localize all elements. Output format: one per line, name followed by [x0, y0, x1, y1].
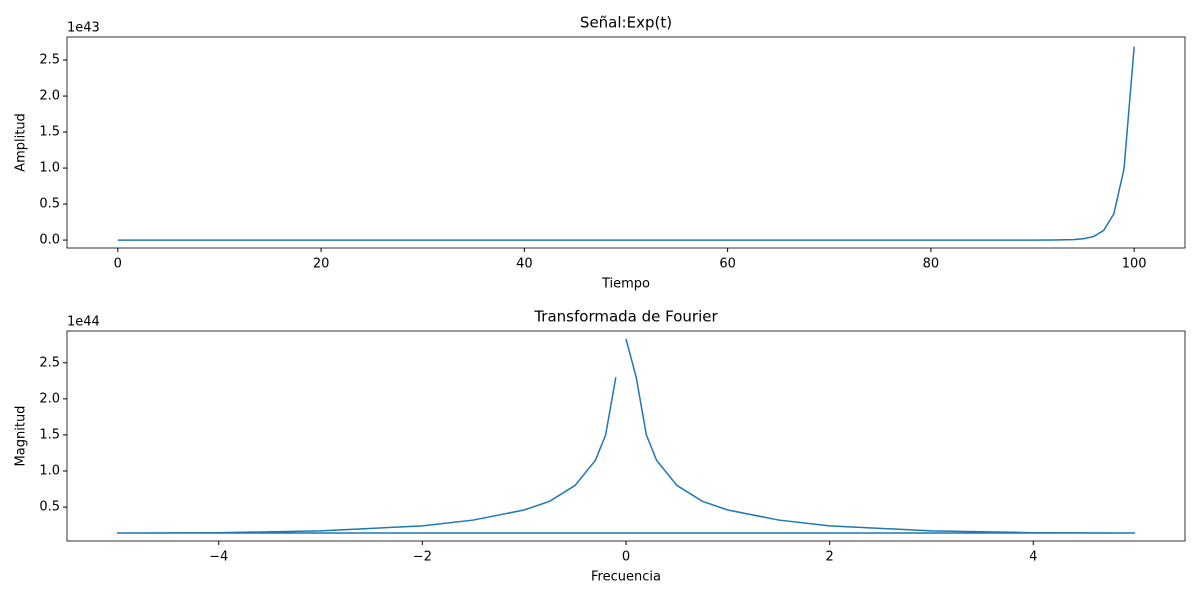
y-tick-label: 0.0 [39, 233, 60, 248]
y-tick-label: 2.0 [39, 391, 60, 406]
y-tick-label: 1.5 [39, 427, 60, 442]
y-axis-label: Magnitud [14, 406, 29, 467]
x-tick-label: 20 [313, 257, 330, 272]
axes-frame [66, 330, 1186, 542]
x-tick-label: 0 [114, 257, 122, 272]
chart-title: Señal:Exp(t) [580, 14, 672, 32]
y-offset-label: 1e43 [67, 21, 100, 36]
data-line [117, 46, 1135, 241]
x-tick-label: −4 [209, 550, 228, 565]
y-tick-label: 1.0 [39, 161, 60, 176]
y-tick-label: 0.5 [39, 197, 60, 212]
x-tick-label: 40 [516, 257, 533, 272]
x-tick-label: 100 [1122, 257, 1147, 272]
y-axis-label: Amplitud [14, 113, 29, 172]
y-tick-label: 0.5 [39, 500, 60, 515]
x-axis-label: Frecuencia [591, 570, 661, 585]
y-tick-label: 2.0 [39, 89, 60, 104]
chart-title: Transformada de Fourier [533, 308, 718, 326]
axes-frame [66, 36, 1186, 249]
y-tick-label: 2.5 [39, 355, 60, 370]
x-tick-label: 0 [622, 550, 630, 565]
x-tick-label: 4 [1029, 550, 1037, 565]
x-tick-label: 80 [923, 257, 940, 272]
y-tick-label: 1.5 [39, 125, 60, 140]
x-tick-label: −2 [413, 550, 432, 565]
x-tick-label: 2 [826, 550, 834, 565]
x-axis-label: Tiempo [601, 277, 650, 292]
data-line [116, 338, 1136, 534]
y-tick-label: 1.0 [39, 464, 60, 479]
x-tick-label: 60 [719, 257, 736, 272]
y-tick-label: 2.5 [39, 53, 60, 68]
y-offset-label: 1e44 [67, 315, 100, 330]
